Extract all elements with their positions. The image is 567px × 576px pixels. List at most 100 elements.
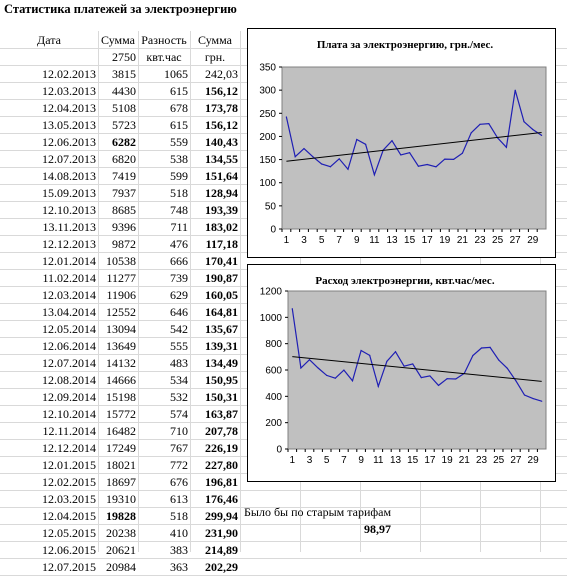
row-kwh-diff[interactable]: 476 <box>170 237 188 251</box>
row-date[interactable]: 11.02.2014 <box>42 271 96 285</box>
row-date[interactable]: 12.06.2014 <box>42 339 96 353</box>
row-amount[interactable]: 183,02 <box>205 220 238 234</box>
row-amount[interactable]: 190,87 <box>205 271 238 285</box>
row-date[interactable]: 12.06.2013 <box>42 135 96 149</box>
row-kwh-diff[interactable]: 534 <box>170 373 188 387</box>
row-date[interactable]: 12.10.2013 <box>42 203 96 217</box>
row-amount[interactable]: 134,49 <box>205 356 238 370</box>
row-amount[interactable]: 227,80 <box>205 458 238 472</box>
row-meter-sum[interactable]: 20238 <box>106 526 136 540</box>
row-meter-sum[interactable]: 6282 <box>112 135 136 149</box>
row-meter-sum[interactable]: 14132 <box>106 356 136 370</box>
row-kwh-diff[interactable]: 555 <box>170 339 188 353</box>
row-meter-sum[interactable]: 7419 <box>112 169 136 183</box>
row-date[interactable]: 12.07.2013 <box>42 152 96 166</box>
row-kwh-diff[interactable]: 542 <box>170 322 188 336</box>
row-amount[interactable]: 139,31 <box>205 339 238 353</box>
row-date[interactable]: 13.05.2013 <box>42 118 96 132</box>
payment-chart[interactable]: Плата за электроэнергию, грн./мес. 0 50 100… <box>247 28 556 258</box>
row-meter-sum[interactable]: 18021 <box>106 458 136 472</box>
row-meter-sum[interactable]: 19828 <box>106 509 136 523</box>
row-date[interactable]: 12.11.2014 <box>42 424 96 438</box>
row-date[interactable]: 15.09.2013 <box>42 186 96 200</box>
row-amount[interactable]: 196,81 <box>205 475 238 489</box>
row-amount[interactable]: 164,81 <box>205 305 238 319</box>
row-amount[interactable]: 163,87 <box>205 407 238 421</box>
initial-meter-value[interactable]: 2750 <box>112 50 136 64</box>
row-kwh-diff[interactable]: 676 <box>170 475 188 489</box>
row-kwh-diff[interactable]: 363 <box>170 560 188 574</box>
row-date[interactable]: 12.07.2014 <box>42 356 96 370</box>
row-kwh-diff[interactable]: 666 <box>170 254 188 268</box>
row-kwh-diff[interactable]: 710 <box>170 424 188 438</box>
sheet-title[interactable]: Статистика платежей за электроэнергию <box>4 2 237 16</box>
row-amount[interactable]: 156,12 <box>205 118 238 132</box>
row-kwh-diff[interactable]: 748 <box>170 203 188 217</box>
row-amount[interactable]: 128,94 <box>205 186 238 200</box>
row-amount[interactable]: 207,78 <box>205 424 238 438</box>
row-meter-sum[interactable]: 15772 <box>106 407 136 421</box>
row-amount[interactable]: 170,41 <box>205 254 238 268</box>
row-date[interactable]: 12.04.2013 <box>42 101 96 115</box>
row-amount[interactable]: 231,90 <box>205 526 238 540</box>
row-kwh-diff[interactable]: 629 <box>170 288 188 302</box>
row-amount[interactable]: 150,95 <box>205 373 238 387</box>
row-date[interactable]: 12.10.2014 <box>42 407 96 421</box>
row-meter-sum[interactable]: 18697 <box>106 475 136 489</box>
row-date[interactable]: 12.01.2015 <box>42 458 96 472</box>
row-kwh-diff[interactable]: 711 <box>170 220 188 234</box>
row-date[interactable]: 12.02.2015 <box>42 475 96 489</box>
row-kwh-diff[interactable]: 739 <box>170 271 188 285</box>
header-diff[interactable]: Разность <box>141 33 187 47</box>
row-date[interactable]: 12.12.2013 <box>42 237 96 251</box>
row-date[interactable]: 12.02.2013 <box>42 67 96 81</box>
row-date[interactable]: 12.12.2014 <box>42 441 96 455</box>
row-meter-sum[interactable]: 5723 <box>112 118 136 132</box>
row-date[interactable]: 14.08.2013 <box>42 169 96 183</box>
row-amount[interactable]: 151,64 <box>205 169 238 183</box>
row-date[interactable]: 12.09.2014 <box>42 390 96 404</box>
row-meter-sum[interactable]: 5108 <box>112 101 136 115</box>
row-amount[interactable]: 173,78 <box>205 101 238 115</box>
row-kwh-diff[interactable]: 646 <box>170 305 188 319</box>
row-kwh-diff[interactable]: 599 <box>170 169 188 183</box>
row-kwh-diff[interactable]: 772 <box>170 458 188 472</box>
row-kwh-diff[interactable]: 383 <box>170 543 188 557</box>
row-amount[interactable]: 226,19 <box>205 441 238 455</box>
row-kwh-diff[interactable]: 613 <box>170 492 188 506</box>
row-kwh-diff[interactable]: 518 <box>170 186 188 200</box>
row-meter-sum[interactable]: 8685 <box>112 203 136 217</box>
row-kwh-diff[interactable]: 538 <box>170 152 188 166</box>
row-amount[interactable]: 299,94 <box>205 509 238 523</box>
row-amount[interactable]: 134,55 <box>205 152 238 166</box>
header-sum[interactable]: Сумма <box>101 33 135 47</box>
row-meter-sum[interactable]: 20621 <box>106 543 136 557</box>
amount-unit[interactable]: грн. <box>204 50 226 64</box>
row-meter-sum[interactable]: 19310 <box>106 492 136 506</box>
row-meter-sum[interactable]: 14666 <box>106 373 136 387</box>
row-meter-sum[interactable]: 11277 <box>106 271 136 285</box>
row-amount[interactable]: 214,89 <box>205 543 238 557</box>
row-date[interactable]: 12.03.2015 <box>42 492 96 506</box>
header-date[interactable]: Дата <box>37 33 61 47</box>
row-meter-sum[interactable]: 12552 <box>106 305 136 319</box>
row-date[interactable]: 12.03.2013 <box>42 84 96 98</box>
row-meter-sum[interactable]: 7937 <box>112 186 136 200</box>
row-kwh-diff[interactable]: 615 <box>170 118 188 132</box>
row-kwh-diff[interactable]: 518 <box>170 509 188 523</box>
row-amount[interactable]: 156,12 <box>205 84 238 98</box>
row-amount[interactable]: 160,05 <box>205 288 238 302</box>
row-kwh-diff[interactable]: 767 <box>170 441 188 455</box>
row-amount[interactable]: 117,18 <box>205 237 238 251</box>
row-date[interactable]: 12.01.2014 <box>42 254 96 268</box>
row-amount[interactable]: 135,67 <box>205 322 238 336</box>
row-date[interactable]: 13.11.2013 <box>42 220 96 234</box>
row-kwh-diff[interactable]: 532 <box>170 390 188 404</box>
row-meter-sum[interactable]: 17249 <box>106 441 136 455</box>
diff-unit[interactable]: квт.час <box>146 50 182 64</box>
row-kwh-diff[interactable]: 678 <box>170 101 188 115</box>
row-kwh-diff[interactable]: 410 <box>170 526 188 540</box>
row-amount[interactable]: 176,46 <box>205 492 238 506</box>
header-amount[interactable]: Сумма <box>198 33 232 47</box>
